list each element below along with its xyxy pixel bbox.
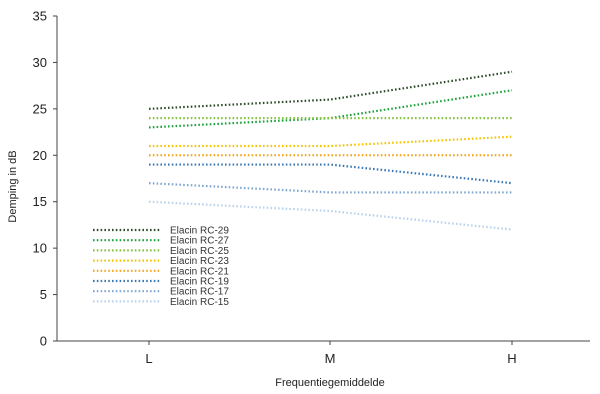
axes: 0 5 10 15 20 25 30 35 L M H <box>33 9 590 366</box>
legend-label: Elacin RC-25 <box>170 246 229 257</box>
legend-label: Elacin RC-17 <box>170 287 229 298</box>
series-line-7 <box>148 182 512 194</box>
legend-label: Elacin RC-29 <box>170 226 229 237</box>
x-tick-label: M <box>325 351 336 366</box>
legend-label: Elacin RC-23 <box>170 256 229 267</box>
x-tick-label: H <box>507 351 516 366</box>
legend-label: Elacin RC-19 <box>170 277 229 288</box>
series-line-1 <box>148 70 513 110</box>
legend-label: Elacin RC-27 <box>170 236 229 247</box>
y-tick-label: 20 <box>33 148 47 163</box>
legend-label: Elacin RC-15 <box>170 297 229 308</box>
legend-label: Elacin RC-21 <box>170 266 229 277</box>
y-tick-label: 30 <box>33 55 47 70</box>
series-line-4 <box>149 135 513 148</box>
x-tick-label: L <box>145 351 152 366</box>
series-line-6 <box>149 163 513 185</box>
y-tick-label: 5 <box>40 287 47 302</box>
y-tick-label: 15 <box>33 194 47 209</box>
y-tick-label: 10 <box>33 241 47 256</box>
series-layer <box>148 70 513 231</box>
series-line-2 <box>148 89 513 129</box>
y-tick-label: 0 <box>40 334 47 349</box>
y-tick-label: 25 <box>33 101 47 116</box>
y-tick-label: 35 <box>33 9 47 24</box>
x-axis-title: Frequentiegemiddelde <box>275 377 384 389</box>
y-axis-title: Demping in dB <box>7 150 19 222</box>
